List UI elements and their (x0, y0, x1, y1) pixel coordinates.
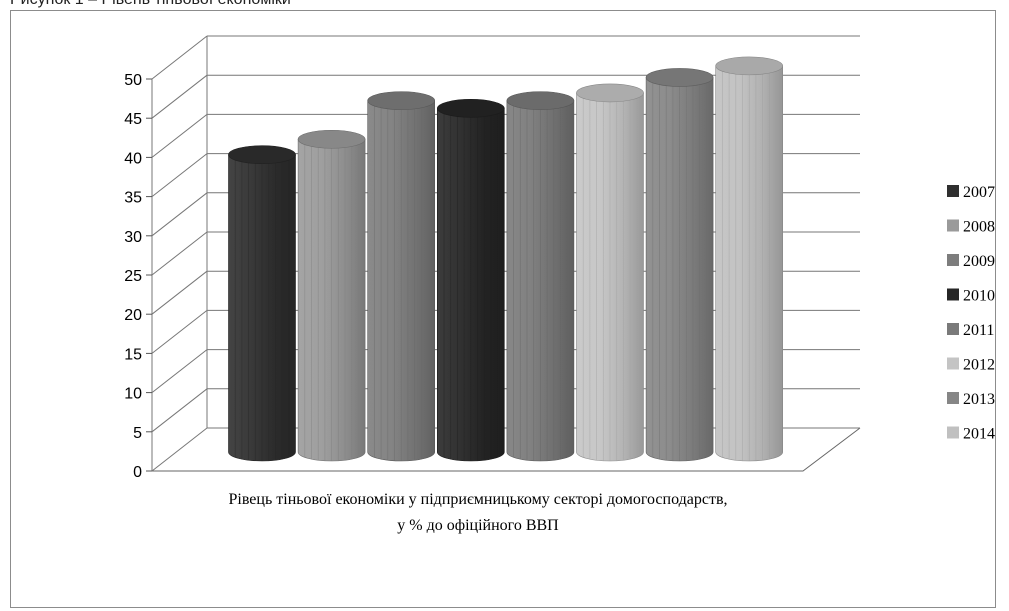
y-tick-label: 5 (133, 425, 142, 442)
legend: 2007 2008 2009 2010 2011 2012 2013 2014 (947, 184, 995, 443)
legend-swatch (947, 426, 959, 439)
y-axis: 0 5 10 15 20 25 30 35 40 45 50 (124, 72, 152, 481)
y-tick-label: 40 (124, 150, 142, 167)
y-tick-label: 15 (124, 346, 142, 363)
bar-top (715, 56, 784, 76)
gridline-diagonal (151, 270, 208, 315)
caption-line-2: у % до офіційного ВВП (397, 517, 559, 534)
legend-label: 2010 (963, 288, 995, 305)
legend-swatch (947, 392, 959, 404)
gridline-diagonal (151, 310, 208, 354)
bar-2008 (297, 129, 366, 462)
bar-top (576, 83, 644, 103)
bar-2014 (715, 56, 784, 462)
bar-2012 (576, 83, 644, 462)
gridline-diagonal (151, 153, 208, 197)
y-tick-label: 0 (133, 464, 142, 481)
bar-2010 (436, 99, 505, 462)
bar-top (506, 91, 575, 110)
gridline-diagonal (151, 388, 208, 433)
gridline-diagonal (151, 114, 208, 158)
y-tick-label: 35 (124, 190, 142, 207)
bar-top (367, 91, 436, 110)
gridline-diagonal (151, 74, 208, 119)
legend-item-2009: 2009 (947, 253, 995, 270)
legend-item-2008: 2008 (947, 219, 995, 236)
y-tick-label: 10 (124, 386, 142, 403)
cropped-heading: Рисунок 1 – Рівень тіньової економіки (0, 0, 1009, 9)
legend-item-2007: 2007 (947, 184, 995, 201)
gridline-diagonal (151, 231, 208, 276)
legend-label: 2013 (963, 391, 995, 408)
legend-swatch (947, 357, 959, 370)
legend-swatch (947, 219, 959, 232)
gridline-diagonal (151, 192, 208, 237)
bar-top (228, 145, 296, 164)
bars (228, 56, 784, 462)
gridline-diagonal (151, 349, 208, 393)
legend-label: 2007 (963, 184, 995, 201)
legend-label: 2009 (963, 253, 995, 270)
floor-edge (152, 427, 861, 472)
legend-swatch (947, 185, 959, 197)
bar-top (436, 99, 505, 118)
bar-2011 (506, 91, 575, 462)
gridline-diagonal (151, 427, 208, 472)
bar-top (297, 129, 366, 149)
cropped-heading-text: Рисунок 1 – Рівень тіньової економіки (10, 0, 291, 9)
legend-label: 2012 (963, 357, 995, 374)
bar-2009 (367, 91, 436, 462)
y-tick-label: 25 (124, 268, 142, 285)
gridline-diagonal (151, 35, 208, 80)
legend-item-2013: 2013 (947, 391, 995, 408)
legend-item-2014: 2014 (947, 426, 995, 443)
x-axis-caption: Рівець тіньової економіки у підприємниць… (228, 491, 727, 534)
legend-swatch (947, 288, 959, 301)
caption-line-1: Рівець тіньової економіки у підприємниць… (228, 491, 727, 508)
y-tick-label: 45 (124, 111, 142, 128)
bar-2007 (228, 145, 296, 462)
legend-item-2010: 2010 (947, 288, 995, 305)
legend-swatch (947, 323, 959, 335)
legend-item-2012: 2012 (947, 357, 995, 374)
y-tick-label: 20 (124, 307, 142, 324)
legend-swatch (947, 254, 959, 266)
y-tick-label: 30 (124, 229, 142, 246)
bar-2013 (645, 68, 714, 462)
legend-item-2011: 2011 (947, 322, 994, 339)
bar-top (645, 68, 714, 87)
y-tick-label: 50 (124, 72, 142, 89)
legend-label: 2014 (963, 426, 995, 443)
legend-label: 2008 (963, 219, 995, 236)
legend-label: 2011 (963, 322, 994, 339)
